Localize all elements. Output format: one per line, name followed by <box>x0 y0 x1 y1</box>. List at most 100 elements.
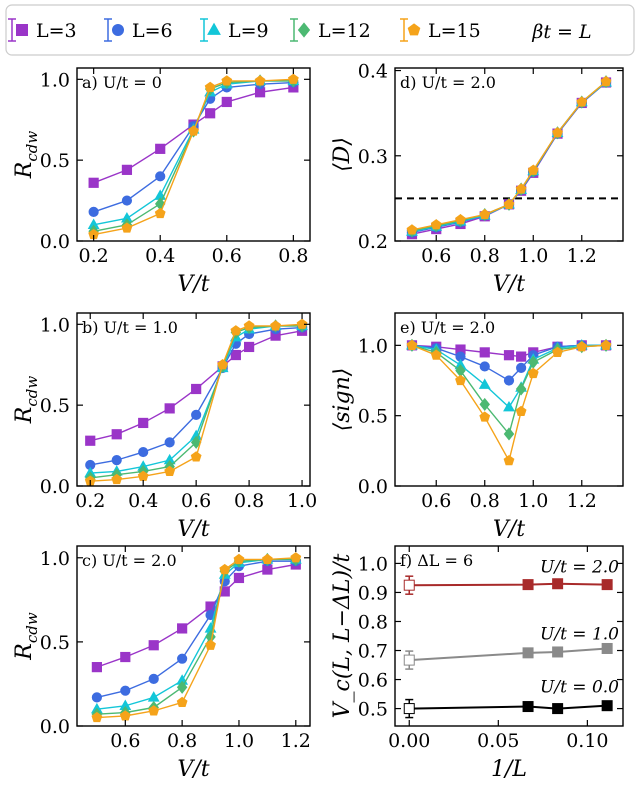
data-point <box>552 703 564 715</box>
data-point <box>244 341 255 353</box>
data-point <box>455 374 466 386</box>
legend-label: L=3 <box>36 20 77 42</box>
data-point <box>552 346 563 357</box>
legend-marker <box>112 24 124 36</box>
series-f-U2 <box>403 575 613 595</box>
y-tick-label: 0.0 <box>40 476 70 498</box>
legend-marker <box>207 22 221 35</box>
data-point <box>503 198 515 209</box>
y-tick-label: 0.5 <box>358 699 388 721</box>
series-line <box>411 81 607 231</box>
data-point <box>111 429 122 440</box>
series-line <box>90 326 303 466</box>
data-point <box>177 623 188 634</box>
data-point <box>430 349 442 360</box>
data-point-extrapolated <box>403 579 415 591</box>
y-tick-label: 0.2 <box>358 231 388 253</box>
plot-frame <box>76 545 311 727</box>
data-point <box>270 320 281 331</box>
series-a-L15 <box>88 73 299 240</box>
plot-frame <box>76 67 311 242</box>
legend-label: L=6 <box>132 20 173 42</box>
y-tick-label: 0.5 <box>40 632 70 654</box>
y-tick-label: 0.8 <box>358 611 388 633</box>
data-point <box>576 341 588 352</box>
series-line <box>409 647 608 662</box>
data-point <box>552 127 563 138</box>
data-point <box>522 647 534 659</box>
data-point <box>515 382 527 396</box>
y-tick-label: 0.4 <box>358 61 388 83</box>
y-tick-label: 0.5 <box>40 150 70 172</box>
series-line <box>96 560 296 699</box>
y-tick-label: 0.0 <box>40 716 70 738</box>
x-tick-label: 0.8 <box>470 245 500 267</box>
panel-tag: f) ΔL = 6 <box>400 551 473 570</box>
data-point <box>479 397 490 411</box>
x-axis-label: V/t <box>493 517 525 542</box>
x-tick-label: 0.2 <box>75 490 105 512</box>
series-a-L6 <box>88 77 299 217</box>
x-tick-label: 0.6 <box>110 730 140 752</box>
data-point <box>111 473 123 485</box>
data-point <box>191 409 202 420</box>
data-point <box>120 685 131 696</box>
data-point <box>176 696 188 708</box>
data-point <box>217 359 229 370</box>
series-line <box>411 344 607 462</box>
panel-e: 0.6 0.8 1.0 1.2 0.0 0.5 1.0 e) U/t = 2.0 V/t ⟨sig… <box>330 312 624 542</box>
data-point <box>85 435 96 446</box>
data-point <box>155 143 166 154</box>
panel-f: 0.00 0.05 0.10 0.5 0.6 0.7 0.8 0.9 1.0 f) ΔL = 6 1… <box>330 545 624 782</box>
y-axis-label: Rcdw <box>12 612 41 661</box>
data-point <box>188 125 199 136</box>
data-point <box>406 339 418 350</box>
y-tick-label: 0.6 <box>358 670 388 692</box>
panel-tag: d) U/t = 2.0 <box>400 73 496 92</box>
y-tick-label: 0.3 <box>358 146 388 168</box>
data-point <box>261 553 273 565</box>
data-point <box>164 437 175 448</box>
x-tick-label: 0.6 <box>421 490 451 512</box>
data-point <box>296 318 308 329</box>
data-point <box>478 378 491 389</box>
legend-entry-L6: L=6 <box>104 18 173 42</box>
series-c-L3 <box>91 559 301 673</box>
plot-frame <box>394 545 624 727</box>
series-line <box>90 330 303 442</box>
x-tick-label: 0.05 <box>477 730 519 752</box>
data-point <box>515 405 527 417</box>
data-point <box>221 96 232 108</box>
panel-tag: c) U/t = 2.0 <box>82 551 177 570</box>
y-tick-label: 1.0 <box>40 314 70 336</box>
data-point <box>479 208 491 220</box>
data-point <box>600 75 612 87</box>
data-point <box>191 383 202 395</box>
data-point <box>516 351 527 362</box>
data-point <box>111 455 122 466</box>
data-point <box>176 680 188 694</box>
x-tick-label: 0.4 <box>145 245 175 267</box>
series-a-L12 <box>88 74 299 238</box>
y-tick-label: 0.9 <box>358 582 388 604</box>
data-point <box>522 701 534 713</box>
data-point <box>600 339 612 350</box>
y-tick-label: 1.0 <box>40 548 70 570</box>
data-point <box>479 361 490 372</box>
data-point <box>601 579 613 591</box>
series-line <box>93 81 294 213</box>
series-line <box>411 344 607 408</box>
x-tick-label: 1.2 <box>281 730 311 752</box>
legend-entry-L12: L=12 <box>290 18 371 42</box>
panel-tag: b) U/t = 1.0 <box>82 318 178 337</box>
legend-entry-L9: L=9 <box>200 18 269 42</box>
data-point <box>91 711 103 723</box>
panel-c: 0.6 0.8 1.0 1.2 0.0 0.5 1.0 c) U/t = 2.0 V/t Rcdw <box>12 545 311 782</box>
series-line <box>90 323 303 482</box>
series-annotation: U/t = 0.0 <box>540 678 619 698</box>
data-point <box>88 206 99 217</box>
data-point-extrapolated <box>403 654 415 666</box>
data-point <box>503 455 515 466</box>
data-point <box>205 639 216 650</box>
data-point <box>254 75 266 86</box>
